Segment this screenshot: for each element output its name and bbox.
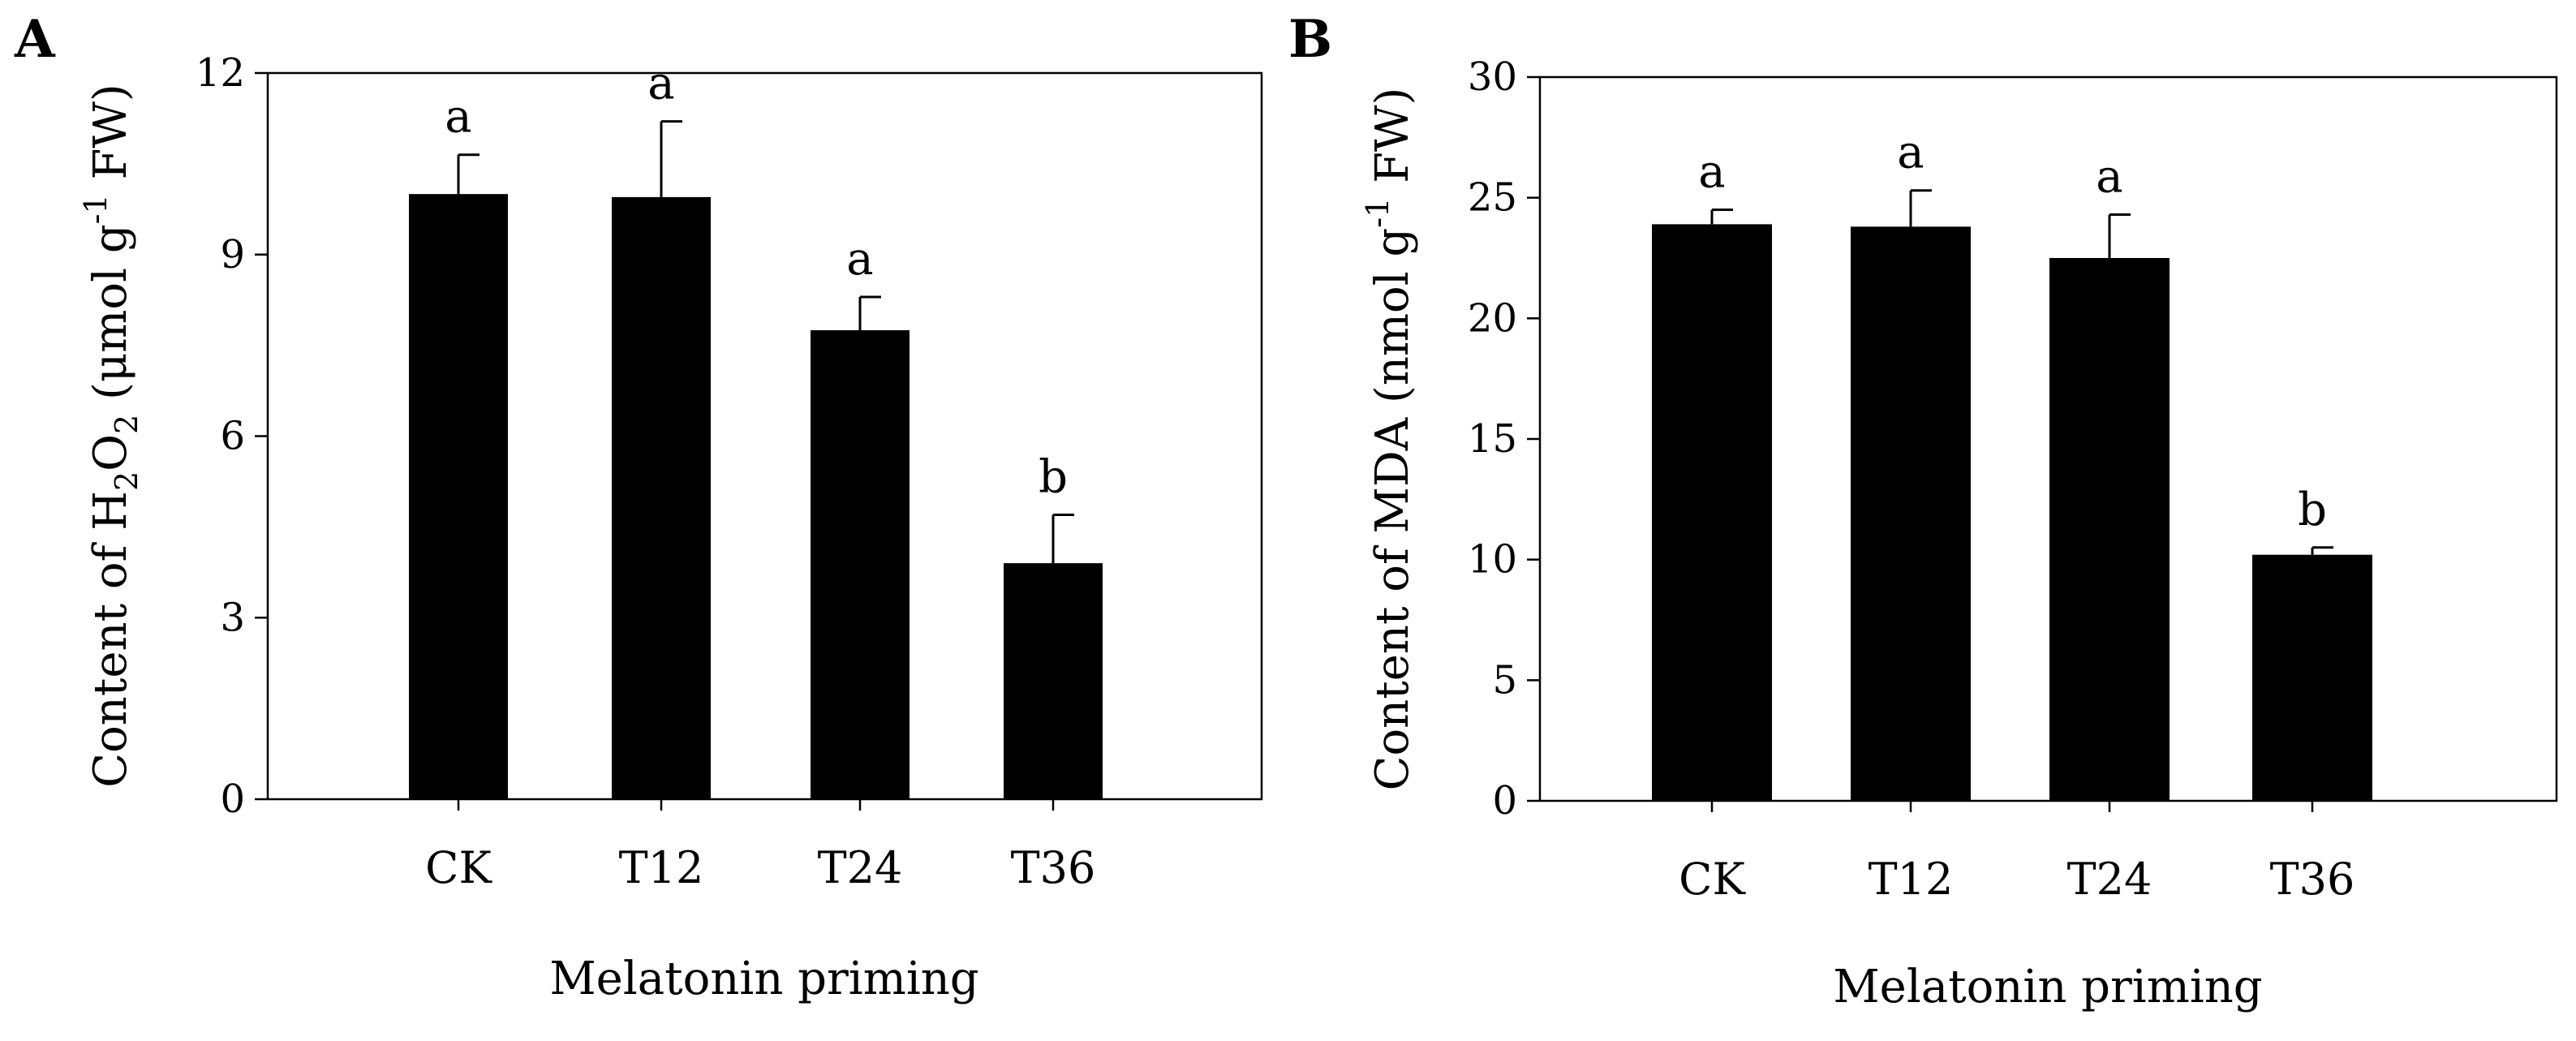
panel-a-significance-letter: a — [846, 233, 873, 286]
panel-b-y-tick-label: 5 — [1492, 657, 1517, 703]
panel-b-significance-letter: b — [2298, 484, 2327, 536]
panel-b-label: B — [1288, 9, 1332, 70]
panel-b-bar — [1851, 226, 1971, 801]
panel-a-significance-letter: a — [647, 58, 674, 110]
panel-a-y-tick-label: 3 — [220, 595, 245, 640]
panel-b-significance-letter: a — [1897, 127, 1924, 179]
panel-b-y-axis-label: Content of MDA (nmol g-1 FW) — [1360, 88, 1419, 791]
panel-a-significance-letter: a — [445, 91, 471, 144]
panel-b-y-tick-label: 0 — [1492, 778, 1517, 824]
panel-b-chart: B 0 5 10 15 20 25 30 a CK a T12 a T24 b T36 Melatonin… — [1288, 9, 2558, 1013]
panel-b-category-label: T24 — [2067, 854, 2152, 905]
panel-a-category-label: CK — [425, 842, 492, 893]
panel-a-bar — [811, 329, 910, 800]
panel-b-y-tick-label: 25 — [1468, 175, 1517, 221]
panel-a-y-tick-label: 0 — [220, 776, 245, 822]
panel-a-chart: A 0 3 6 9 12 a CK a T12 a T24 b T36 Melatonin primi… — [14, 9, 1263, 1005]
panel-a-bar — [1004, 563, 1103, 799]
panel-b-significance-letter: a — [1698, 146, 1725, 199]
panel-b-y-tick-label: 30 — [1468, 54, 1517, 100]
panel-b-y-tick-label: 10 — [1468, 537, 1517, 583]
panel-a-x-axis-label: Melatonin priming — [549, 953, 978, 1005]
panel-b-bar — [2252, 554, 2372, 801]
panel-a-category-label: T12 — [619, 842, 704, 893]
panel-a-bar — [612, 196, 711, 800]
panel-b-x-axis-label: Melatonin priming — [1833, 961, 2262, 1013]
panel-a-y-tick-label: 9 — [220, 232, 245, 277]
panel-b-category-label: T36 — [2270, 854, 2355, 905]
panel-b-category-label: T12 — [1869, 854, 1954, 905]
panel-b-y-tick-label: 15 — [1468, 416, 1517, 462]
panel-a-category-label: T36 — [1011, 842, 1096, 893]
panel-b-significance-letter: a — [2096, 150, 2122, 203]
panel-a-y-tick-label: 6 — [220, 414, 245, 459]
panel-a-y-axis-label: Content of H2O2 (μmol g-1 FW) — [78, 84, 144, 788]
panel-a-category-label: T24 — [818, 842, 903, 893]
panel-b-bar — [2049, 258, 2170, 801]
panel-b-category-label: CK — [1679, 854, 1746, 905]
panel-a-bar — [409, 194, 508, 799]
panel-a-significance-letter: b — [1039, 450, 1068, 503]
panel-a-y-tick-label: 12 — [196, 50, 245, 96]
panel-b-y-tick-label: 20 — [1468, 295, 1517, 341]
panel-b-bar — [1652, 224, 1772, 802]
panel-a-label: A — [14, 9, 56, 70]
